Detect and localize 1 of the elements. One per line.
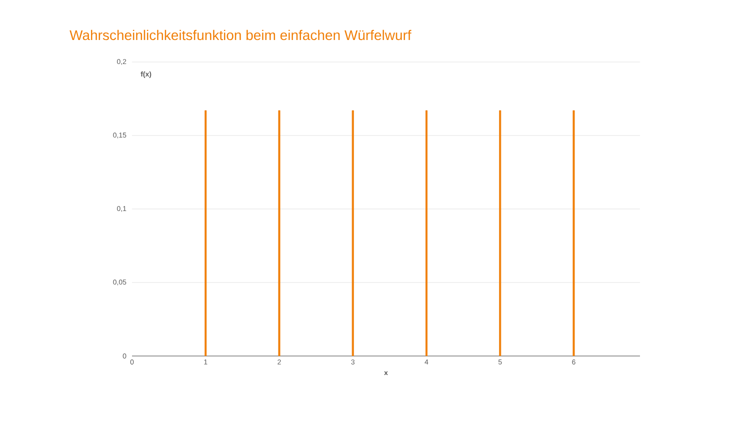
chart-title: Wahrscheinlichkeitsfunktion beim einfachen Würfelwurf [70,30,412,40]
